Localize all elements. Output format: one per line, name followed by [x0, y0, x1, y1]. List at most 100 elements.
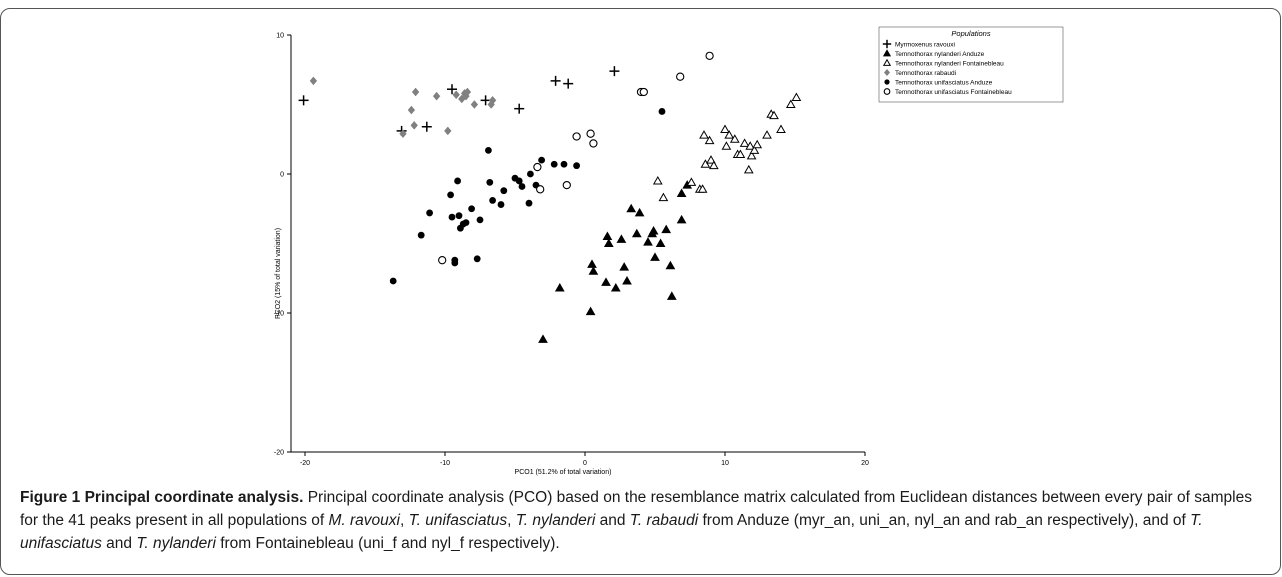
filled-circle-marker: [417, 231, 425, 239]
open-triangle-marker: [745, 141, 756, 150]
legend-entry-label: Temnothorax unifasciatus Fontainebleau: [895, 89, 1012, 96]
figure-frame: [0, 8, 1281, 575]
open-triangle-marker: [746, 150, 757, 160]
filled-circle-marker: [573, 162, 580, 170]
open-triangle-marker: [700, 159, 711, 168]
filled-circle-marker: [500, 187, 508, 195]
filled-circle-marker: [525, 199, 533, 207]
open-circle-marker: [438, 256, 447, 265]
filled-circle-marker: [451, 259, 459, 267]
filled-triangle-marker: [666, 291, 677, 300]
legend-entry-label: Temnothorax nylanderi Fontainebleau: [895, 61, 1004, 68]
open-triangle-marker: [735, 149, 746, 159]
filled-triangle-marker: [650, 252, 660, 261]
open-circle-marker: [586, 129, 595, 138]
open-triangle-marker: [704, 135, 715, 145]
filled-triangle-marker: [676, 188, 687, 197]
diamond-marker: [883, 68, 891, 77]
open-circle-marker: [883, 88, 891, 95]
filled-circle-marker: [497, 201, 505, 208]
diamond-marker: [460, 88, 469, 98]
species-name: T. nylanderi: [515, 512, 596, 529]
legend-entry-label: Temnothorax unifasciatus Anduze: [895, 80, 993, 87]
open-triangle-marker: [658, 192, 669, 202]
legend-entry-label: Myrmoxenus ravouxi: [895, 42, 955, 49]
plot-marks: [298, 51, 802, 343]
filled-triangle-marker: [554, 282, 565, 292]
filled-circle-marker: [515, 177, 523, 185]
open-triangle-marker: [686, 177, 697, 186]
caption-text: Principal coordinate analysis (PCO) base…: [20, 489, 1252, 529]
caption-text: and: [595, 512, 630, 529]
plus-marker: [550, 75, 561, 86]
y-tick-label: 0: [280, 172, 284, 179]
open-triangle-marker: [699, 130, 709, 139]
filled-circle-marker: [462, 219, 470, 227]
y-axis-label: PCO2 (15% of total variation): [275, 228, 282, 319]
filled-circle-marker: [454, 177, 461, 185]
species-name: T. unifasciatus: [408, 512, 508, 529]
filled-triangle-marker: [587, 259, 597, 268]
filled-circle-marker: [476, 216, 484, 224]
open-triangle-marker: [791, 92, 802, 102]
y-tick-label: 10: [276, 33, 284, 40]
open-circle-marker: [533, 162, 542, 172]
filled-circle-marker: [560, 160, 568, 168]
filled-circle-marker: [485, 146, 492, 154]
open-triangle-marker: [749, 145, 760, 154]
plus-marker: [421, 121, 432, 132]
plot-axes: -20 -10 0 10 20 10 0 -10 -20 PCO1 (51.2% of total…: [274, 33, 869, 477]
diamond-marker: [470, 100, 479, 109]
plus-marker: [882, 39, 892, 49]
filled-triangle-marker: [588, 266, 599, 275]
open-circle-marker: [676, 72, 685, 81]
plus-marker: [447, 84, 457, 95]
filled-circle-marker: [486, 178, 494, 186]
open-triangle-marker: [762, 130, 772, 139]
x-tick-label: 10: [721, 460, 729, 467]
caption-text: ,: [399, 512, 409, 529]
diamond-marker: [399, 129, 407, 139]
legend-entry-label: Temnothorax rabaudi: [895, 70, 956, 77]
open-triangle-marker: [652, 175, 663, 185]
filled-circle-marker: [658, 108, 666, 115]
diamond-marker: [488, 95, 497, 105]
open-triangle-marker: [721, 141, 732, 150]
open-triangle-marker: [882, 58, 892, 66]
filled-circle-marker: [389, 277, 397, 285]
filled-triangle-marker: [643, 237, 653, 246]
filled-circle-marker: [489, 197, 496, 204]
plus-marker: [298, 95, 309, 106]
x-tick-label: 20: [861, 460, 869, 467]
legend-title: Populations: [951, 29, 990, 38]
open-circle-marker: [562, 180, 571, 190]
diamond-marker: [410, 120, 418, 130]
y-tick-label: -10: [274, 311, 284, 318]
filled-triangle-marker: [665, 260, 676, 270]
open-triangle-marker: [706, 155, 716, 164]
open-triangle-marker: [769, 110, 779, 120]
plus-marker: [563, 78, 574, 89]
open-triangle-marker: [752, 139, 763, 149]
plus-marker: [609, 66, 620, 77]
filled-circle-marker: [550, 160, 558, 168]
diamond-marker: [432, 91, 441, 101]
open-triangle-marker: [729, 134, 740, 143]
caption-text: and: [101, 535, 137, 552]
open-triangle-marker: [708, 160, 719, 170]
open-triangle-marker: [697, 184, 708, 193]
species-name: T. rabaudi: [629, 512, 699, 529]
filled-circle-marker: [884, 79, 890, 85]
diamond-marker: [452, 90, 460, 100]
x-tick-label: -10: [440, 460, 450, 467]
filled-triangle-marker: [602, 231, 613, 241]
filled-triangle-marker: [648, 225, 659, 235]
legend: Populations Myrmoxenus ravouxi Temnothorax…: [878, 26, 1064, 103]
open-circle-marker: [705, 51, 714, 60]
caption-text: from Fontainebleau (uni_f and nyl_f resp…: [215, 535, 560, 552]
open-triangle-marker: [743, 164, 754, 174]
filled-circle-marker: [426, 209, 433, 217]
diamond-marker: [444, 126, 452, 136]
x-axis-label: PCO1 (51.2% of total variation): [515, 469, 612, 476]
open-circle-marker: [536, 185, 545, 194]
